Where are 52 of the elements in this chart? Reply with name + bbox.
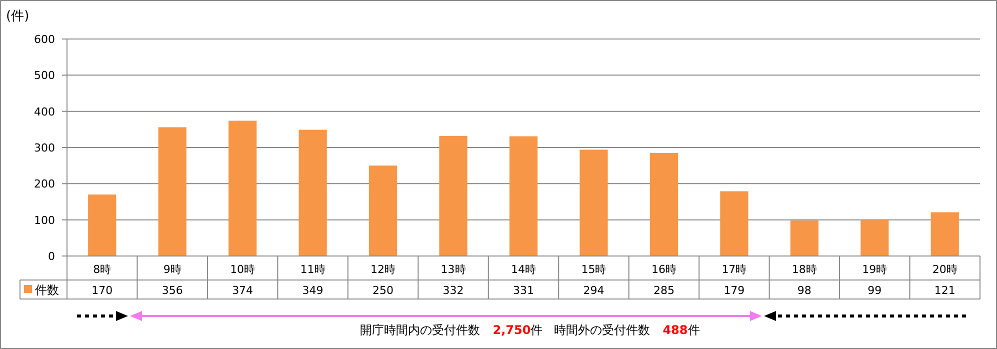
x-tick-label: 18時 <box>792 263 817 276</box>
bar <box>720 191 748 256</box>
data-label: 179 <box>724 284 745 297</box>
text: 2,750件 <box>480 323 543 337</box>
bar <box>439 136 468 256</box>
x-tick-label: 12時 <box>370 263 396 276</box>
text: 開庁時間内の受付件数 <box>360 323 480 337</box>
data-label: 349 <box>302 284 324 297</box>
x-tick-label: 19時 <box>862 263 888 276</box>
y-tick-label: 600 <box>34 33 55 46</box>
x-tick-label: 11時 <box>300 263 326 276</box>
bar <box>228 120 257 256</box>
bar <box>298 130 327 256</box>
x-tick-label: 14時 <box>511 263 536 276</box>
bar <box>930 212 959 256</box>
data-label: 356 <box>162 284 183 297</box>
bar <box>88 194 116 256</box>
text: 488件 <box>650 323 700 337</box>
bar <box>650 152 678 256</box>
x-tick-label: 15時 <box>581 263 606 276</box>
y-tick-label: 100 <box>34 214 55 227</box>
y-axis-title: (件) <box>6 9 30 24</box>
bar <box>158 127 186 256</box>
x-tick-label: 20時 <box>932 263 958 276</box>
x-tick-label: 17時 <box>722 263 747 276</box>
y-tick-label: 400 <box>34 105 55 118</box>
data-label: 98 <box>797 284 812 297</box>
bar <box>860 220 889 256</box>
data-label: 170 <box>92 284 113 297</box>
data-label: 331 <box>513 284 534 297</box>
data-label: 285 <box>653 284 674 297</box>
bar <box>790 220 818 256</box>
data-label: 121 <box>934 284 956 297</box>
y-tick-label: 300 <box>34 142 55 154</box>
y-tick-label: 500 <box>34 69 55 82</box>
data-label: 332 <box>442 284 464 297</box>
y-tick-label: 0 <box>48 250 55 263</box>
data-label: 374 <box>232 284 254 297</box>
x-tick-label: 16時 <box>651 263 676 276</box>
y-tick-label: 200 <box>34 178 55 191</box>
bar <box>580 150 608 256</box>
x-tick-label: 9時 <box>163 263 182 276</box>
data-label: 99 <box>868 284 882 297</box>
legend-label: 件数 <box>35 283 59 297</box>
bar <box>368 166 398 256</box>
x-tick-label: 10時 <box>230 263 256 276</box>
data-label: 294 <box>583 284 604 297</box>
x-tick-label: 8時 <box>93 263 112 276</box>
data-label: 250 <box>372 284 394 297</box>
bar <box>509 136 538 256</box>
text: 時間外の受付件数 <box>542 323 650 337</box>
x-tick-label: 13時 <box>440 263 466 276</box>
